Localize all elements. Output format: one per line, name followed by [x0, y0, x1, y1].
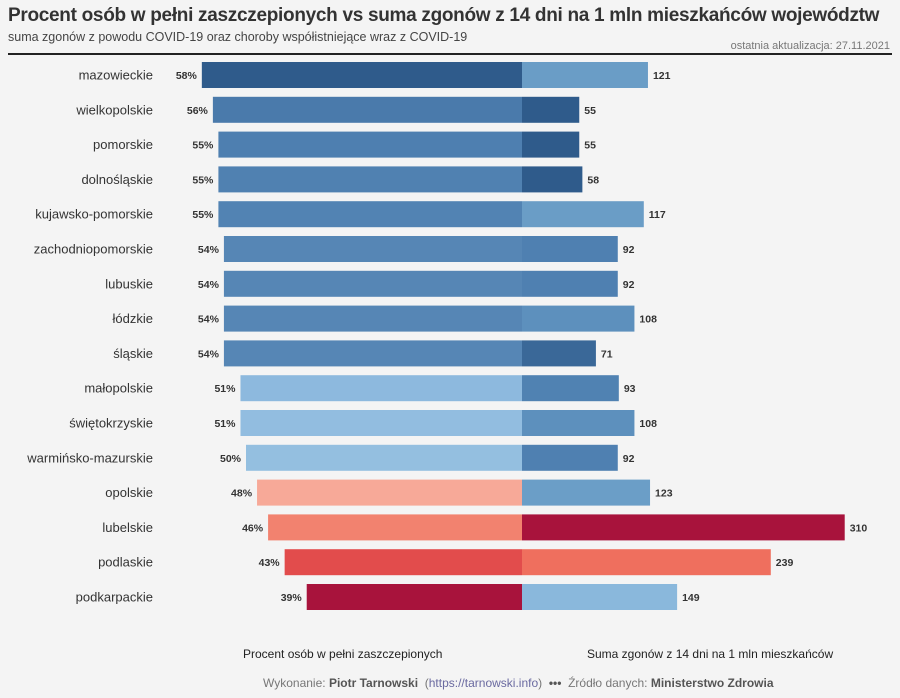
bar-deaths	[522, 305, 635, 332]
data-label-deaths: 121	[653, 70, 671, 82]
bar-deaths	[522, 340, 596, 367]
data-label-deaths: 239	[776, 557, 794, 569]
data-label-deaths: 92	[623, 244, 635, 256]
author: Piotr Tarnowski	[328, 676, 419, 690]
category-label: pomorskie	[93, 137, 153, 152]
data-label-vaccinated: 56%	[187, 105, 209, 117]
category-label: podkarpackie	[76, 590, 153, 605]
bar-deaths	[522, 584, 678, 610]
bar-vaccinated	[306, 584, 522, 610]
bar-deaths	[522, 236, 618, 262]
data-label-vaccinated: 39%	[281, 592, 303, 604]
author-label: Wykonanie:	[263, 676, 326, 690]
data-label-vaccinated: 54%	[198, 244, 220, 256]
data-label-deaths: 55	[584, 105, 596, 117]
chart-title: Procent osób w pełni zaszczepionych vs s…	[8, 5, 880, 26]
data-label-deaths: 93	[624, 383, 636, 395]
bar-vaccinated	[223, 236, 523, 262]
footer: Wykonanie: Piotr Tarnowski (https://tarn…	[263, 676, 774, 690]
bar-vaccinated	[201, 62, 522, 88]
bar-vaccinated	[268, 514, 522, 541]
bar-vaccinated	[218, 201, 522, 228]
data-label-deaths: 123	[655, 488, 673, 500]
data-label-vaccinated: 50%	[220, 453, 242, 465]
category-label: podlaskie	[98, 555, 153, 570]
data-label-vaccinated: 48%	[231, 488, 253, 500]
bar-deaths	[522, 270, 618, 297]
bar-deaths	[522, 444, 618, 471]
source: Ministerstwo Zdrowia	[650, 676, 774, 690]
category-label: opolskie	[105, 485, 153, 500]
category-label: mazowieckie	[79, 68, 153, 83]
data-label-deaths: 92	[623, 279, 635, 291]
data-label-vaccinated: 54%	[198, 348, 220, 360]
data-label-deaths: 71	[601, 348, 613, 360]
category-label: lubuskie	[105, 276, 153, 291]
category-label: warmińsko-mazurskie	[26, 450, 153, 465]
bar-vaccinated	[218, 131, 522, 158]
last-updated: ostatnia aktualizacja: 27.11.2021	[730, 40, 890, 52]
bar-deaths	[522, 131, 580, 158]
data-label-vaccinated: 46%	[242, 522, 264, 534]
data-label-vaccinated: 43%	[259, 557, 281, 569]
data-label-vaccinated: 54%	[198, 314, 220, 326]
chart-subtitle: suma zgonów z powodu COVID-19 oraz choro…	[8, 30, 468, 44]
bar-vaccinated	[223, 340, 523, 367]
data-label-vaccinated: 55%	[192, 209, 214, 221]
data-label-vaccinated: 58%	[176, 70, 198, 82]
bar-deaths	[522, 479, 651, 506]
bar-deaths	[522, 410, 635, 436]
bar-vaccinated	[212, 96, 522, 123]
source-label: Źródło danych:	[568, 676, 648, 690]
bar-vaccinated	[218, 166, 522, 193]
data-label-deaths: 58	[587, 174, 599, 186]
bar-deaths	[522, 549, 771, 576]
category-label: lubelskie	[102, 520, 153, 535]
left-axis-label: Procent osób w pełni zaszczepionych	[243, 647, 443, 661]
category-label: kujawsko-pomorskie	[35, 207, 153, 222]
bar-vaccinated	[284, 549, 522, 576]
bar-deaths	[522, 375, 619, 402]
bar-deaths	[522, 166, 583, 193]
data-label-vaccinated: 55%	[192, 140, 214, 152]
bar-deaths	[522, 514, 845, 541]
data-label-deaths: 310	[850, 522, 868, 534]
category-label: łódzkie	[113, 311, 153, 326]
category-label: świętokrzyskie	[69, 416, 153, 431]
author-link[interactable]: https://tarnowski.info	[428, 676, 539, 690]
category-label: wielkopolskie	[75, 102, 153, 117]
bar-deaths	[522, 96, 580, 123]
category-label: śląskie	[113, 346, 153, 361]
data-label-deaths: 55	[584, 140, 596, 152]
data-label-vaccinated: 55%	[192, 174, 214, 186]
category-label: zachodniopomorskie	[34, 242, 153, 257]
data-label-deaths: 108	[639, 314, 657, 326]
data-label-deaths: 108	[639, 418, 657, 430]
bar-deaths	[522, 201, 644, 228]
right-axis-label: Suma zgonów z 14 dni na 1 mln mieszkańcó…	[587, 647, 834, 661]
data-label-deaths: 92	[623, 453, 635, 465]
bar-vaccinated	[223, 305, 523, 332]
bar-vaccinated	[240, 410, 523, 436]
bar-vaccinated	[257, 479, 522, 506]
data-label-deaths: 117	[649, 209, 666, 221]
divider	[8, 53, 892, 55]
bar-vaccinated	[240, 375, 523, 402]
bar-vaccinated	[246, 444, 522, 471]
data-label-vaccinated: 51%	[214, 418, 236, 430]
data-label-vaccinated: 54%	[198, 279, 220, 291]
bar-vaccinated	[223, 270, 523, 297]
data-label-vaccinated: 51%	[214, 383, 236, 395]
category-label: dolnośląskie	[81, 172, 153, 187]
data-label-deaths: 149	[682, 592, 700, 604]
separator: •••	[548, 676, 562, 690]
bar-deaths	[522, 62, 648, 88]
category-label: małopolskie	[84, 381, 153, 396]
